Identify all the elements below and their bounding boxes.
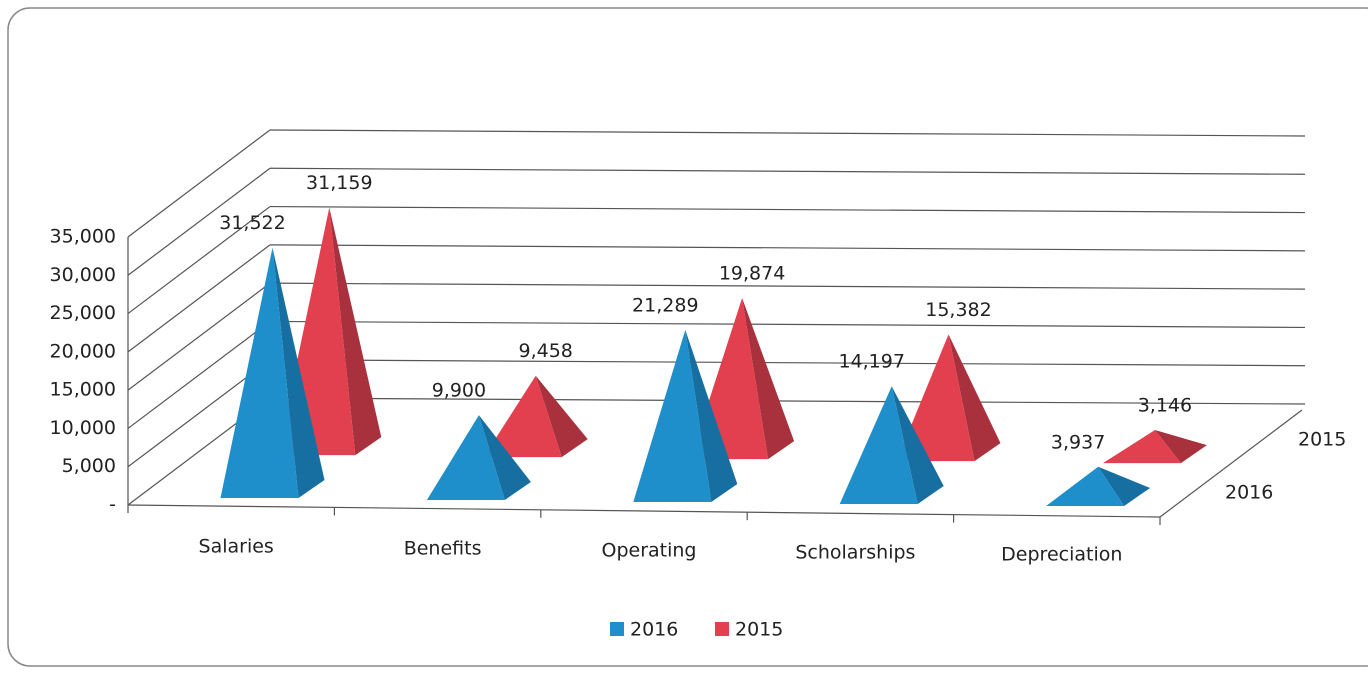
pyramid-side bbox=[535, 375, 588, 458]
x-tick-label: Scholarships bbox=[795, 542, 915, 564]
value-label: 21,289 bbox=[632, 294, 698, 316]
grid-line bbox=[127, 206, 271, 315]
grid-line bbox=[269, 205, 1306, 214]
y-tick-label: 35,000 bbox=[50, 226, 116, 248]
pyramid-front bbox=[1046, 466, 1125, 506]
grid-line bbox=[269, 282, 1306, 290]
grid-line bbox=[269, 397, 1306, 405]
value-label: 31,159 bbox=[306, 172, 372, 194]
pyramid-side bbox=[272, 247, 325, 498]
pyramid-side bbox=[948, 334, 1001, 462]
grid-line bbox=[269, 244, 1306, 252]
y-tick-label: 20,000 bbox=[50, 340, 116, 362]
y-tick-label: 30,000 bbox=[50, 264, 116, 286]
grid-line bbox=[127, 129, 271, 238]
legend-swatch bbox=[715, 622, 729, 636]
legend-label: 2016 bbox=[630, 619, 678, 641]
y-tick-label: - bbox=[109, 494, 116, 516]
pyramid-front bbox=[839, 386, 918, 504]
pyramid-front bbox=[220, 247, 299, 498]
depth-axis bbox=[1159, 409, 1303, 518]
depth-label: 2015 bbox=[1298, 429, 1346, 451]
pyramid-front bbox=[1102, 430, 1181, 464]
grid-line bbox=[127, 167, 271, 276]
value-label: 19,874 bbox=[719, 262, 785, 284]
depth-label: 2016 bbox=[1225, 482, 1273, 504]
pyramid-front bbox=[426, 415, 505, 500]
pyramid-side bbox=[1154, 430, 1207, 464]
value-label: 3,937 bbox=[1051, 431, 1105, 453]
x-tick-label: Depreciation bbox=[1001, 544, 1122, 566]
grid-line bbox=[269, 320, 1306, 329]
back-wall bbox=[270, 130, 1305, 398]
x-tick-label: Benefits bbox=[404, 538, 482, 560]
x-tick-label: Salaries bbox=[199, 536, 274, 558]
grid-line bbox=[269, 129, 1306, 137]
value-label: 3,146 bbox=[1138, 395, 1192, 417]
value-label: 31,522 bbox=[219, 212, 285, 234]
value-label: 15,382 bbox=[925, 299, 991, 321]
pyramid-side bbox=[329, 207, 382, 456]
grid-line bbox=[269, 359, 1306, 367]
y-tick-label: 15,000 bbox=[50, 379, 116, 401]
x-tick-label: Operating bbox=[602, 540, 697, 562]
pyramid-side bbox=[891, 386, 944, 504]
legend-swatch bbox=[610, 622, 624, 636]
value-label: 14,197 bbox=[838, 351, 904, 373]
pyramid-side bbox=[742, 297, 795, 460]
y-tick-label: 25,000 bbox=[50, 302, 116, 324]
chart-border bbox=[7, 7, 1368, 667]
value-label: 9,900 bbox=[432, 380, 486, 402]
pyramid-front bbox=[896, 334, 975, 462]
grid-line bbox=[269, 167, 1306, 175]
y-tick-label: 10,000 bbox=[50, 417, 116, 439]
grid-line bbox=[127, 320, 271, 429]
value-label: 9,458 bbox=[518, 340, 572, 362]
pyramid-front bbox=[633, 329, 712, 502]
grid-line bbox=[127, 244, 271, 353]
pyramid-side bbox=[685, 329, 738, 502]
legend-label: 2015 bbox=[735, 619, 783, 641]
y-tick-label: 5,000 bbox=[62, 455, 116, 477]
grid-line bbox=[127, 282, 271, 391]
x-axis bbox=[127, 504, 1161, 518]
pyramid-side bbox=[1098, 466, 1151, 506]
pyramid-front bbox=[483, 375, 562, 458]
pyramid-side bbox=[478, 415, 531, 500]
